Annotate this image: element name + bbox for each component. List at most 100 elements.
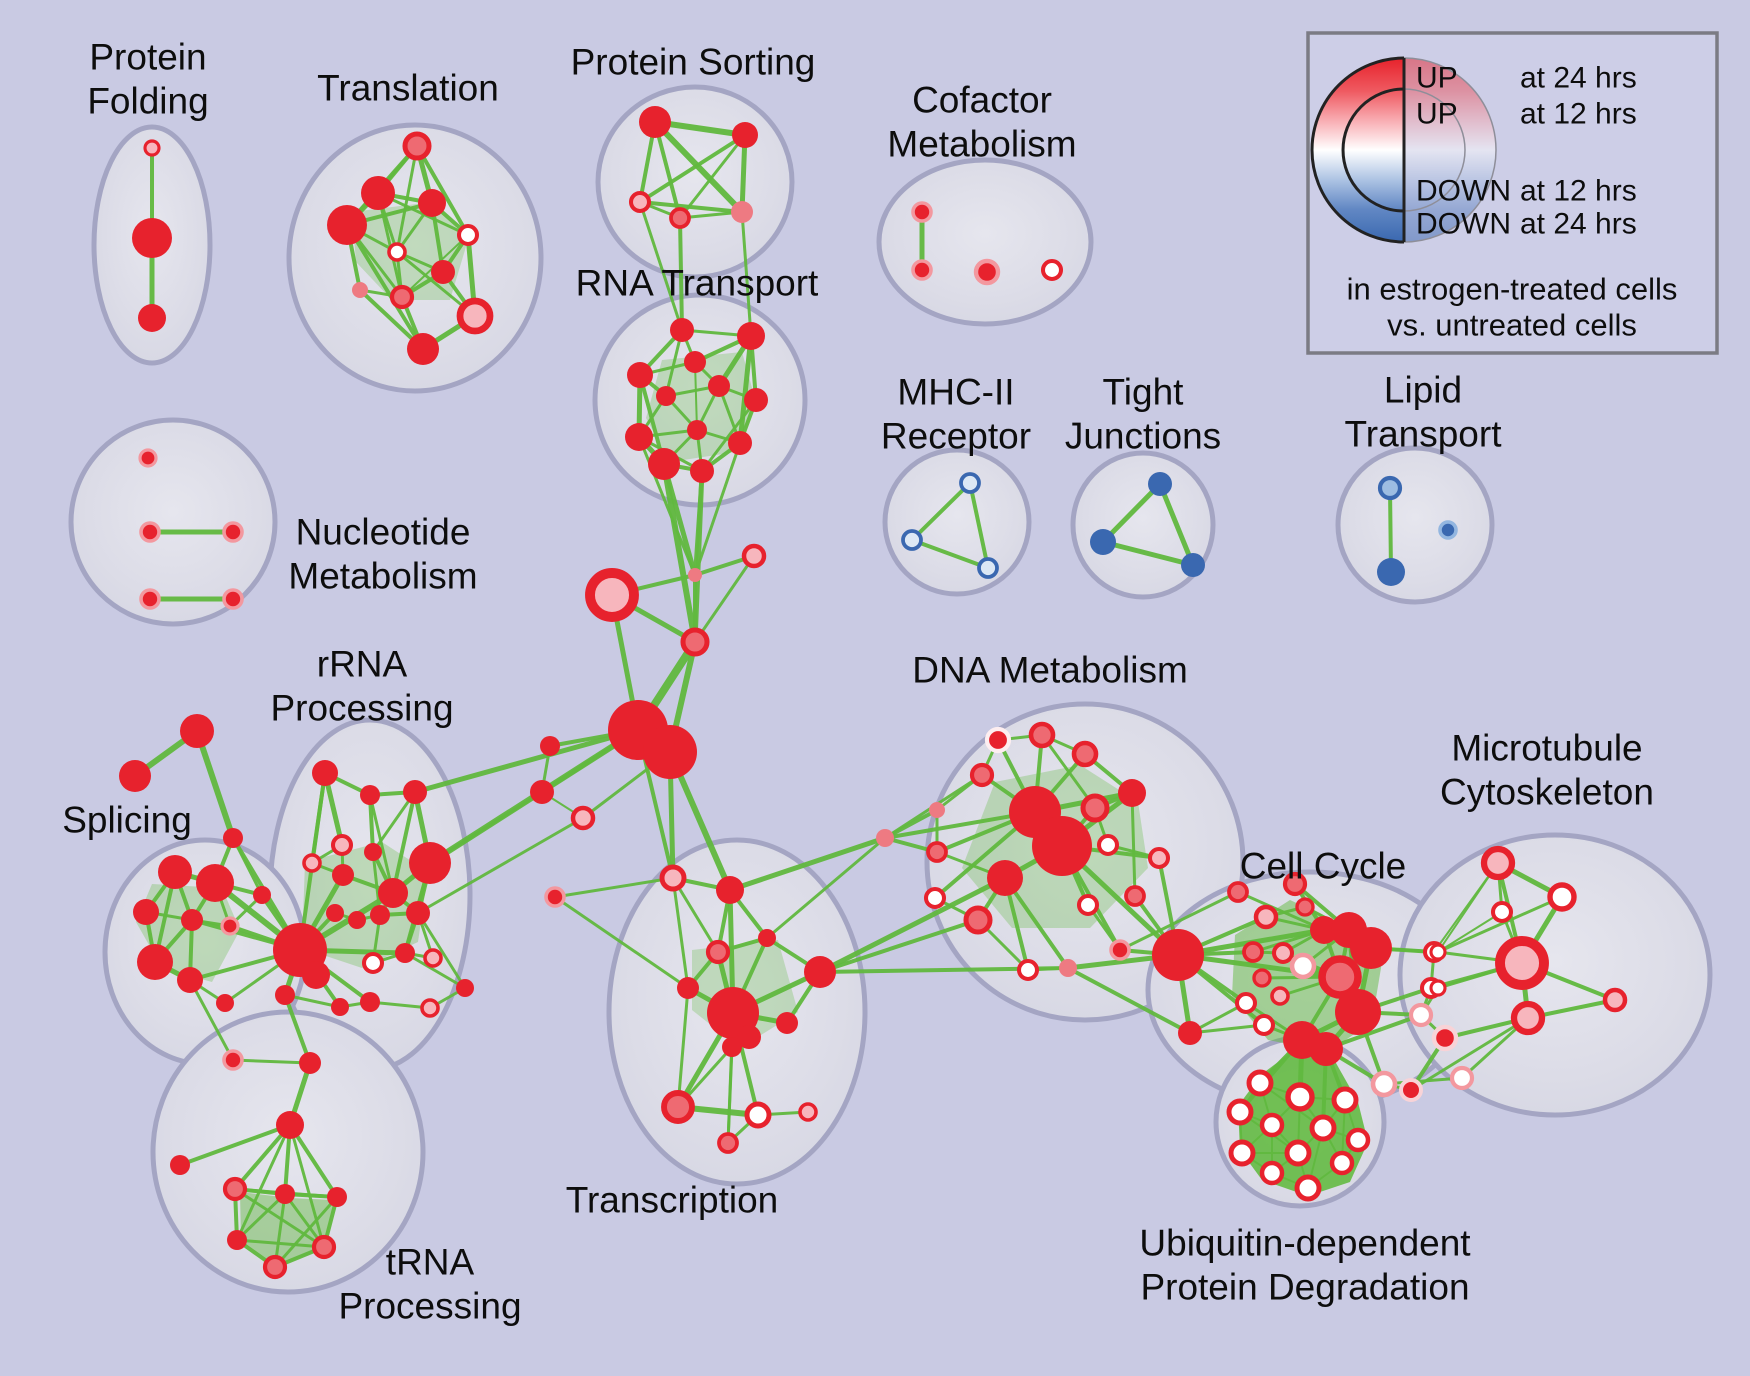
network-node-cm3 bbox=[973, 258, 1001, 286]
network-node-cnS bbox=[456, 979, 474, 997]
network-node-sp7 bbox=[137, 944, 173, 980]
network-node-ps5 bbox=[731, 201, 753, 223]
network-node-tx12 bbox=[717, 1132, 739, 1154]
network-node-rt9 bbox=[625, 423, 653, 451]
cluster-label-rrna-processing: rRNA Processing bbox=[270, 644, 453, 729]
network-node-rr11 bbox=[348, 911, 366, 929]
network-node-tx5 bbox=[804, 956, 836, 988]
network-node-tnJ2 bbox=[299, 1052, 321, 1074]
cluster-label-nucleotide-metabolism: Nucleotide Metabolism bbox=[288, 512, 477, 597]
network-node-cc25 bbox=[1399, 1078, 1423, 1102]
network-node-dm6 bbox=[1118, 779, 1146, 807]
network-edge bbox=[671, 876, 720, 954]
network-node-rt6 bbox=[656, 386, 676, 406]
network-node-cc24 bbox=[1370, 1070, 1398, 1098]
network-edge bbox=[694, 361, 698, 431]
cluster-nucleotide-metabolism bbox=[68, 417, 278, 627]
network-node-tj2 bbox=[1090, 529, 1116, 555]
network-node-cc23 bbox=[1431, 1024, 1459, 1052]
network-edge bbox=[740, 210, 753, 338]
network-node-cc9 bbox=[1234, 991, 1258, 1015]
network-node-tl9 bbox=[389, 284, 415, 310]
legend-row-time-0: at 24 hrs bbox=[1520, 62, 1637, 95]
network-node-rt12 bbox=[690, 459, 714, 483]
network-node-cc13 bbox=[1310, 916, 1338, 944]
network-node-ub11 bbox=[1259, 1160, 1285, 1186]
cluster-label-lipid-transport: Lipid Transport bbox=[1345, 370, 1503, 455]
network-node-cnA bbox=[180, 714, 214, 748]
legend-footer-line-0: in estrogen-treated cells bbox=[1347, 272, 1678, 307]
cluster-label-microtubule-cytoskeleton: Microtubule Cytoskeleton bbox=[1440, 728, 1654, 813]
network-node-dm8 bbox=[926, 841, 948, 863]
network-node-cnL3 bbox=[570, 805, 596, 831]
network-edge bbox=[671, 876, 690, 990]
network-edge bbox=[727, 835, 888, 893]
network-edge bbox=[1388, 486, 1393, 574]
network-edge bbox=[693, 441, 742, 577]
network-node-tn2 bbox=[275, 1184, 295, 1204]
network-node-rr8 bbox=[409, 842, 451, 884]
network-edge bbox=[231, 1058, 312, 1065]
legend-row-label-1: UP bbox=[1416, 98, 1458, 131]
network-edge bbox=[1157, 481, 1196, 568]
network-node-rt10 bbox=[728, 431, 752, 455]
network-node-cnC bbox=[223, 828, 243, 848]
network-node-cc12 bbox=[1289, 952, 1317, 980]
network-node-cc3 bbox=[1282, 871, 1308, 897]
network-node-mt6 bbox=[1429, 979, 1447, 997]
network-node-cc2 bbox=[1227, 881, 1249, 903]
cluster-label-trna-processing: tRNA Processing bbox=[338, 1242, 521, 1327]
network-edge bbox=[661, 461, 698, 645]
network-edge bbox=[288, 1123, 339, 1199]
network-node-cc5 bbox=[1295, 897, 1315, 917]
network-edge bbox=[1409, 1016, 1530, 1092]
network-node-dm13 bbox=[1076, 893, 1100, 917]
network-edge bbox=[700, 398, 758, 473]
network-node-lt1 bbox=[1377, 475, 1403, 501]
network-node-mt3 bbox=[1490, 900, 1514, 924]
network-edge bbox=[288, 1123, 326, 1249]
network-node-dm2 bbox=[1028, 721, 1056, 749]
network-node-tl10 bbox=[456, 297, 494, 335]
network-node-mt7 bbox=[1510, 1000, 1546, 1036]
network-node-ps2 bbox=[732, 122, 758, 148]
network-node-tl2 bbox=[361, 176, 395, 210]
cluster-label-splicing: Splicing bbox=[62, 800, 192, 841]
network-node-tl4 bbox=[327, 205, 367, 245]
network-node-rr7 bbox=[332, 864, 354, 886]
network-edge bbox=[371, 790, 417, 854]
network-edge bbox=[233, 1187, 326, 1249]
network-node-ub4 bbox=[1226, 1098, 1254, 1126]
network-edge bbox=[233, 1123, 292, 1191]
network-node-mt1 bbox=[1480, 845, 1516, 881]
network-node-tnL bbox=[170, 1155, 190, 1175]
network-node-cc7 bbox=[1271, 941, 1295, 965]
network-edge bbox=[676, 986, 690, 1109]
network-node-rr16 bbox=[331, 998, 349, 1016]
network-node-nm3 bbox=[222, 521, 244, 543]
network-edge bbox=[678, 216, 684, 332]
network-edge bbox=[726, 1045, 734, 1145]
network-node-rr20 bbox=[275, 985, 295, 1005]
network-node-rr17 bbox=[423, 948, 443, 968]
network-node-tl7 bbox=[431, 260, 455, 284]
network-edge bbox=[376, 191, 404, 299]
network-node-tx11 bbox=[798, 1102, 818, 1122]
legend-row-time-2: at 12 hrs bbox=[1520, 175, 1637, 208]
network-edge bbox=[273, 1195, 339, 1269]
cluster-protein-sorting bbox=[595, 84, 795, 280]
network-node-tnJ1 bbox=[222, 1049, 244, 1071]
network-node-tx1 bbox=[716, 876, 744, 904]
network-node-tx3 bbox=[758, 929, 776, 947]
network-node-cc10 bbox=[1270, 986, 1290, 1006]
cluster-label-cofactor-metabolism: Cofactor Metabolism bbox=[887, 80, 1076, 165]
network-node-sp1 bbox=[158, 855, 192, 889]
network-node-ub8 bbox=[1228, 1139, 1256, 1167]
network-node-tl8 bbox=[352, 282, 368, 298]
legend-row-label-0: UP bbox=[1416, 62, 1458, 95]
network-edge bbox=[428, 790, 544, 865]
network-node-mt2 bbox=[1547, 882, 1577, 912]
network-node-sp5 bbox=[220, 916, 240, 936]
network-node-mt4 bbox=[1429, 943, 1447, 961]
network-edge bbox=[1100, 539, 1196, 568]
